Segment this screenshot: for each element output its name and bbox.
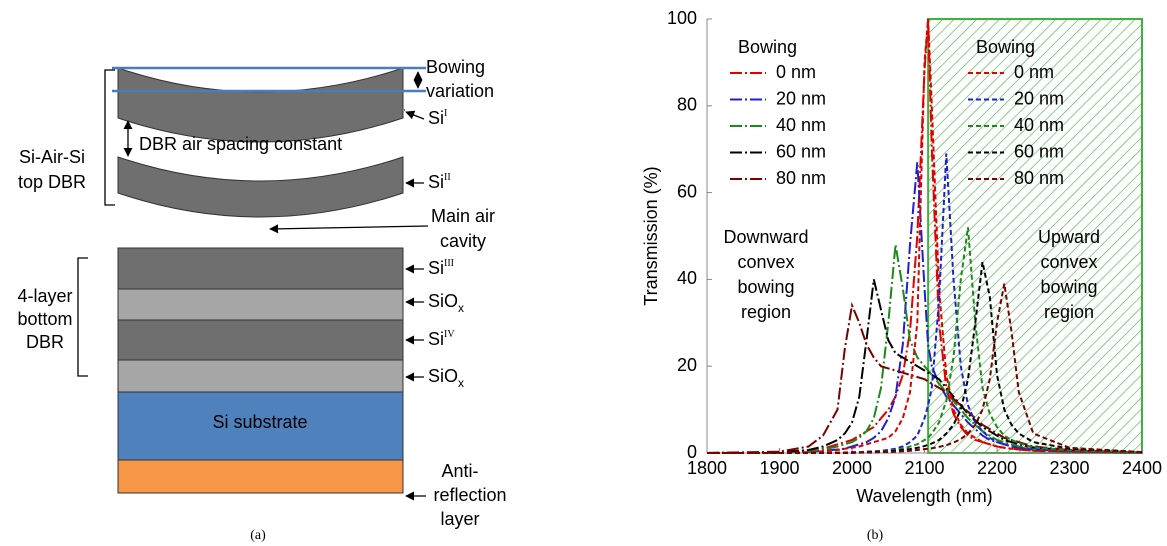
label: DBR bbox=[26, 332, 64, 352]
x-tick-label: 1800 bbox=[687, 458, 727, 478]
series-line bbox=[707, 283, 1143, 454]
label: reflection bbox=[433, 485, 506, 505]
label: Si substrate bbox=[212, 412, 307, 432]
legend-label: 40 nm bbox=[776, 115, 826, 135]
label: Bowing bbox=[426, 57, 485, 77]
label: bottom bbox=[17, 309, 72, 329]
legend-label: 0 nm bbox=[1014, 62, 1054, 82]
shaded-region bbox=[927, 18, 1143, 454]
series-line bbox=[706, 279, 1143, 454]
y-tick-label: 20 bbox=[677, 355, 697, 375]
legend-label: 80 nm bbox=[776, 168, 826, 188]
legend-label: 80 nm bbox=[1014, 168, 1064, 188]
annotation: bowing bbox=[1040, 277, 1097, 297]
anti-reflection bbox=[117, 459, 404, 494]
annotation: region bbox=[1044, 302, 1094, 322]
annotation: region bbox=[741, 302, 791, 322]
label: Anti- bbox=[441, 461, 478, 481]
x-tick-label: 2000 bbox=[832, 458, 872, 478]
y-tick-label: 60 bbox=[677, 181, 697, 201]
diagram: Bowing variation Si-Air-Si top DBR DBR a… bbox=[17, 57, 506, 543]
legend-title: Bowing bbox=[976, 37, 1035, 57]
bracket bbox=[104, 69, 115, 206]
y-tick-label: 0 bbox=[687, 442, 697, 462]
series-line bbox=[706, 301, 1143, 454]
chart: 0 20 40 60 80 100 1800 1900 2000 2100 2200 2300 2400… bbox=[641, 8, 1162, 543]
legend-label: 20 nm bbox=[776, 88, 826, 108]
arrow bbox=[269, 224, 429, 234]
label: 4-layer bbox=[17, 286, 72, 306]
annotation: Downward bbox=[723, 227, 808, 247]
layer-si bbox=[117, 319, 404, 361]
label-arrows bbox=[405, 110, 426, 501]
legend-label: 0 nm bbox=[776, 62, 816, 82]
series-line bbox=[707, 227, 1143, 454]
layer-labels: SiI SiII SiIII SiOx SiIV SiOx bbox=[428, 108, 464, 390]
annotation: convex bbox=[737, 252, 794, 272]
layer-label: SiOx bbox=[428, 291, 464, 315]
legend-label: 20 nm bbox=[1014, 88, 1064, 108]
y-tick-label: 100 bbox=[667, 8, 697, 28]
series-line bbox=[706, 244, 1143, 454]
series-line bbox=[707, 153, 1143, 454]
layer-siox bbox=[117, 359, 404, 393]
y-axis-label: Transmission (%) bbox=[641, 166, 661, 305]
x-axis-label: Wavelength (nm) bbox=[856, 486, 992, 506]
label: top DBR bbox=[18, 172, 86, 192]
legend-label: 60 nm bbox=[776, 141, 826, 161]
label: Si-Air-Si bbox=[19, 147, 85, 167]
label: variation bbox=[426, 81, 494, 101]
x-tick-label: 2100 bbox=[904, 458, 944, 478]
series-line bbox=[707, 18, 1143, 454]
layer-si bbox=[117, 247, 404, 290]
layer-label: SiIII bbox=[428, 258, 454, 278]
annotation: bowing bbox=[737, 277, 794, 297]
label: DBR air spacing constant bbox=[139, 134, 342, 154]
layer-label: SiI bbox=[428, 108, 447, 128]
label: layer bbox=[440, 509, 479, 529]
x-tick-label: 2400 bbox=[1122, 458, 1162, 478]
layer-label: SiOx bbox=[428, 366, 464, 390]
si-plate-2 bbox=[117, 156, 404, 218]
legend-label: 60 nm bbox=[1014, 141, 1064, 161]
label: cavity bbox=[440, 231, 486, 251]
layer-label: SiIV bbox=[428, 329, 455, 349]
layer-label: SiII bbox=[428, 172, 451, 192]
x-tick-label: 2200 bbox=[977, 458, 1017, 478]
bracket bbox=[77, 257, 88, 377]
label: Main air bbox=[431, 206, 495, 226]
x-tick-label: 1900 bbox=[759, 458, 799, 478]
y-tick-label: 80 bbox=[677, 95, 697, 115]
caption: (b) bbox=[867, 528, 884, 543]
y-tick-label: 40 bbox=[677, 268, 697, 288]
layer-siox bbox=[117, 288, 404, 321]
annotation: Upward bbox=[1038, 227, 1100, 247]
substrate bbox=[117, 391, 404, 461]
annotation: convex bbox=[1040, 252, 1097, 272]
legend-title: Bowing bbox=[738, 37, 797, 57]
legend-label: 40 nm bbox=[1014, 115, 1064, 135]
series-line bbox=[707, 261, 1143, 454]
si-plate-1 bbox=[117, 67, 404, 143]
caption: (a) bbox=[250, 528, 266, 543]
x-tick-label: 2300 bbox=[1049, 458, 1089, 478]
